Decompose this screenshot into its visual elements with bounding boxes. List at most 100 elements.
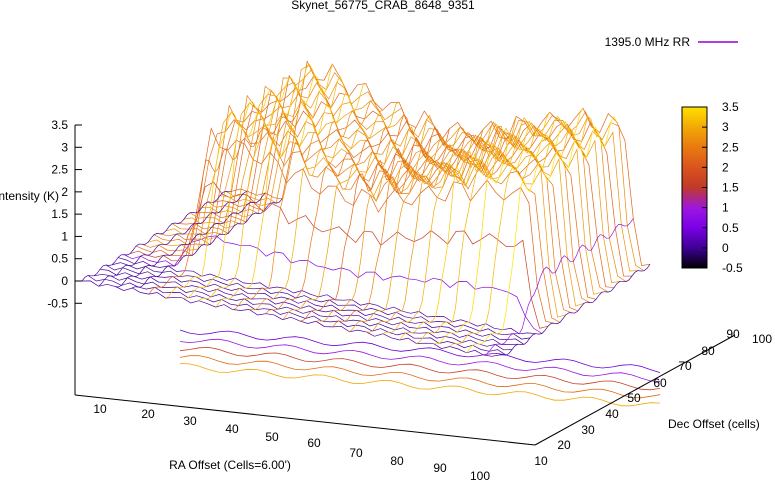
mesh-line-ra xyxy=(183,94,603,295)
mesh-line-dec xyxy=(332,129,484,328)
y-tick-label: 50 xyxy=(627,391,641,405)
x-tick-label: 90 xyxy=(433,461,447,475)
z-tick-label: 1 xyxy=(61,229,68,243)
z-axis-ticks: 3.5 3 2.5 2 1.5 1 0.5 0 -0.5 xyxy=(47,118,82,310)
mesh-line-dec xyxy=(366,116,517,333)
mesh-line-ra xyxy=(159,110,579,312)
z-axis-label: Intensity (K) xyxy=(0,189,59,203)
mesh-line-dec xyxy=(466,115,617,354)
y-tick-label: 20 xyxy=(557,438,571,452)
mesh-line-ra xyxy=(225,63,645,272)
colorbar-tick-label: 2 xyxy=(722,160,729,174)
x-tick-label: 100 xyxy=(470,469,490,483)
z-tick-label: 2 xyxy=(61,185,68,199)
mesh-line-ra xyxy=(117,257,537,335)
mesh-line-dec xyxy=(399,112,551,341)
z-tick-label: 3 xyxy=(61,140,68,154)
contour-line xyxy=(179,363,661,407)
mesh-line-dec xyxy=(215,83,367,308)
x-axis-line xyxy=(74,394,536,446)
y-tick-label: 60 xyxy=(653,376,667,390)
mesh-line-dec xyxy=(416,115,567,344)
mesh-line-dec xyxy=(165,63,316,299)
contour-line xyxy=(179,338,661,383)
mesh-line-dec xyxy=(299,127,450,322)
x-tick-label: 40 xyxy=(225,422,239,436)
x-tick-label: 60 xyxy=(307,436,321,450)
x-tick-label: 30 xyxy=(183,414,197,428)
mesh-line-dec xyxy=(265,113,417,314)
mesh-line-ra xyxy=(141,119,561,323)
mesh-line-ra xyxy=(189,85,609,293)
y-tick-label: 90 xyxy=(726,327,740,341)
y-tick-label: 80 xyxy=(701,344,715,358)
colorbar-tick-label: 0 xyxy=(722,241,729,255)
x-tick-label: 10 xyxy=(93,402,107,416)
mesh-line-dec xyxy=(182,64,333,299)
mesh-line-ra xyxy=(195,86,615,289)
mesh-line-ra xyxy=(177,99,597,300)
colorbar-tick-label: -0.5 xyxy=(722,261,743,275)
colorbar-tick-label: 2.5 xyxy=(722,140,739,154)
x-tick-label: 20 xyxy=(141,407,155,421)
colorbar-tick-label: 3.5 xyxy=(722,100,739,114)
contour-line xyxy=(179,355,661,399)
mesh-line-ra xyxy=(129,181,549,329)
y-tick-label: 10 xyxy=(534,454,548,468)
contour-lines xyxy=(179,329,661,407)
colorbar: 3.5 3 2.5 2 1.5 1 0.5 0 -0.5 xyxy=(681,100,743,275)
mesh-line-dec xyxy=(81,190,233,282)
mesh-line-ra xyxy=(81,280,501,357)
legend: 1395.0 MHz RR xyxy=(605,35,738,49)
y-tick-label: 100 xyxy=(752,332,772,346)
mesh-line-ra xyxy=(99,268,519,345)
x-axis-label: RA Offset (Cells=6.00') xyxy=(169,458,291,472)
y-tick-label: 30 xyxy=(581,423,595,437)
mesh-line-dec xyxy=(382,117,534,335)
mesh-line-ra xyxy=(123,235,543,334)
z-tick-label: 1.5 xyxy=(51,207,68,221)
y-axis-label: Dec Offset (cells) xyxy=(668,417,760,431)
mesh-line-dec xyxy=(132,198,283,289)
mesh-line-dec xyxy=(316,126,467,322)
mesh-line-dec xyxy=(249,101,400,311)
y-tick-label: 40 xyxy=(605,407,619,421)
x-tick-label: 80 xyxy=(390,454,404,468)
mesh-line-dec xyxy=(449,116,601,347)
colorbar-tick-label: 1.5 xyxy=(722,181,739,195)
mesh-line-dec xyxy=(198,75,350,301)
mesh-line-dec xyxy=(115,192,266,288)
mesh-line-dec xyxy=(483,218,634,356)
z-tick-label: 2.5 xyxy=(51,163,68,177)
mesh-line-dec xyxy=(148,108,300,295)
chart-title: Skynet_56775_CRAB_8648_9351 xyxy=(291,0,475,12)
z-tick-label: 0.5 xyxy=(51,252,68,266)
mesh-line-dec xyxy=(433,108,584,345)
mesh-line-ra xyxy=(153,104,573,314)
y-axis-ticks: 10 20 30 40 50 60 70 80 90 100 xyxy=(534,327,772,468)
mesh-line-ra xyxy=(87,275,507,356)
colorbar-tick-label: 0.5 xyxy=(722,221,739,235)
y-tick-label: 70 xyxy=(678,359,692,373)
colorbar-tick-label: 3 xyxy=(722,120,729,134)
x-axis-ticks: 10 20 30 40 50 60 70 80 90 100 xyxy=(93,402,490,483)
colorbar-ticks: 3.5 3 2.5 2 1.5 1 0.5 0 -0.5 xyxy=(702,100,743,275)
x-tick-label: 70 xyxy=(349,446,363,460)
x-tick-label: 50 xyxy=(265,430,279,444)
surface-mesh xyxy=(81,60,651,357)
contour-line xyxy=(179,329,661,373)
mesh-line-ra xyxy=(105,264,525,345)
colorbar-tick-label: 1 xyxy=(722,201,729,215)
legend-label: 1395.0 MHz RR xyxy=(605,35,691,49)
z-tick-label: 0 xyxy=(61,274,68,288)
z-tick-label: -0.5 xyxy=(47,296,68,310)
mesh-line-dec xyxy=(349,121,500,333)
mesh-line-dec xyxy=(500,263,651,356)
mesh-line-dec xyxy=(232,100,383,310)
mesh-line-ra xyxy=(171,94,591,303)
mesh-line-ra xyxy=(111,262,531,340)
mesh-line-dec xyxy=(282,114,433,320)
mesh-line-ra xyxy=(93,273,513,351)
z-tick-label: 3.5 xyxy=(51,118,68,132)
